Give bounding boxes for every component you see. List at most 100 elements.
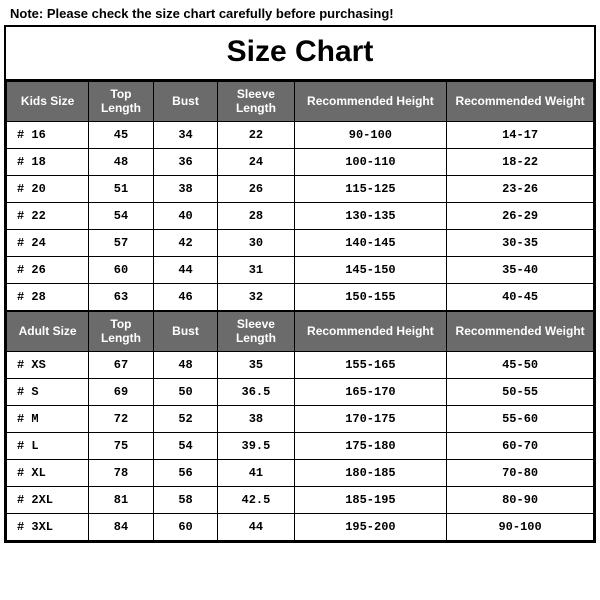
cell-weight: 45-50 <box>447 352 594 379</box>
table-row: # 3XL846044195-20090-100 <box>7 514 594 541</box>
cell-bust: 48 <box>153 352 218 379</box>
chart-title: Size Chart <box>6 27 594 81</box>
col-sleeve: Sleeve Length <box>218 312 294 352</box>
adult-header-row: Adult Size Top Length Bust Sleeve Length… <box>7 312 594 352</box>
kids-header-row: Kids Size Top Length Bust Sleeve Length … <box>7 82 594 122</box>
cell-size: # 24 <box>7 230 89 257</box>
cell-size: # 3XL <box>7 514 89 541</box>
cell-weight: 80-90 <box>447 487 594 514</box>
cell-top: 78 <box>89 460 154 487</box>
col-rec-weight: Recommended Weight <box>447 82 594 122</box>
cell-height: 145-150 <box>294 257 447 284</box>
cell-size: # XL <box>7 460 89 487</box>
table-row: # S695036.5165-17050-55 <box>7 379 594 406</box>
cell-size: # 20 <box>7 176 89 203</box>
table-row: # 20513826115-12523-26 <box>7 176 594 203</box>
table-row: # 1645342290-10014-17 <box>7 122 594 149</box>
cell-top: 54 <box>89 203 154 230</box>
cell-top: 84 <box>89 514 154 541</box>
col-top-length: Top Length <box>89 312 154 352</box>
table-row: # 18483624100-11018-22 <box>7 149 594 176</box>
cell-height: 175-180 <box>294 433 447 460</box>
cell-size: # M <box>7 406 89 433</box>
cell-size: # XS <box>7 352 89 379</box>
cell-bust: 36 <box>153 149 218 176</box>
cell-bust: 52 <box>153 406 218 433</box>
cell-weight: 90-100 <box>447 514 594 541</box>
cell-weight: 60-70 <box>447 433 594 460</box>
cell-sleeve: 26 <box>218 176 294 203</box>
cell-size: # L <box>7 433 89 460</box>
cell-sleeve: 35 <box>218 352 294 379</box>
cell-weight: 55-60 <box>447 406 594 433</box>
cell-height: 90-100 <box>294 122 447 149</box>
cell-sleeve: 38 <box>218 406 294 433</box>
cell-weight: 23-26 <box>447 176 594 203</box>
cell-height: 165-170 <box>294 379 447 406</box>
cell-size: # 26 <box>7 257 89 284</box>
cell-top: 63 <box>89 284 154 311</box>
cell-size: # 18 <box>7 149 89 176</box>
cell-size: # 16 <box>7 122 89 149</box>
table-row: # 22544028130-13526-29 <box>7 203 594 230</box>
cell-sleeve: 30 <box>218 230 294 257</box>
cell-height: 170-175 <box>294 406 447 433</box>
cell-sleeve: 44 <box>218 514 294 541</box>
cell-top: 81 <box>89 487 154 514</box>
cell-size: # 2XL <box>7 487 89 514</box>
col-top-length: Top Length <box>89 82 154 122</box>
cell-bust: 46 <box>153 284 218 311</box>
cell-weight: 14-17 <box>447 122 594 149</box>
cell-bust: 42 <box>153 230 218 257</box>
cell-height: 150-155 <box>294 284 447 311</box>
note-text: Note: Please check the size chart carefu… <box>0 0 600 25</box>
table-row: # XS674835155-16545-50 <box>7 352 594 379</box>
cell-top: 67 <box>89 352 154 379</box>
cell-top: 72 <box>89 406 154 433</box>
cell-top: 57 <box>89 230 154 257</box>
table-row: # L755439.5175-18060-70 <box>7 433 594 460</box>
cell-top: 75 <box>89 433 154 460</box>
col-rec-weight: Recommended Weight <box>447 312 594 352</box>
cell-weight: 18-22 <box>447 149 594 176</box>
cell-size: # 28 <box>7 284 89 311</box>
cell-height: 185-195 <box>294 487 447 514</box>
cell-sleeve: 42.5 <box>218 487 294 514</box>
cell-weight: 30-35 <box>447 230 594 257</box>
cell-top: 45 <box>89 122 154 149</box>
cell-bust: 56 <box>153 460 218 487</box>
cell-height: 180-185 <box>294 460 447 487</box>
cell-weight: 40-45 <box>447 284 594 311</box>
cell-bust: 44 <box>153 257 218 284</box>
col-rec-height: Recommended Height <box>294 312 447 352</box>
cell-top: 51 <box>89 176 154 203</box>
cell-sleeve: 36.5 <box>218 379 294 406</box>
cell-sleeve: 28 <box>218 203 294 230</box>
cell-sleeve: 41 <box>218 460 294 487</box>
cell-bust: 50 <box>153 379 218 406</box>
col-bust: Bust <box>153 312 218 352</box>
cell-sleeve: 24 <box>218 149 294 176</box>
adult-table: Adult Size Top Length Bust Sleeve Length… <box>6 311 594 541</box>
kids-table: Kids Size Top Length Bust Sleeve Length … <box>6 81 594 311</box>
col-bust: Bust <box>153 82 218 122</box>
col-adult-size: Adult Size <box>7 312 89 352</box>
table-row: # 28634632150-15540-45 <box>7 284 594 311</box>
cell-sleeve: 22 <box>218 122 294 149</box>
cell-height: 130-135 <box>294 203 447 230</box>
cell-bust: 34 <box>153 122 218 149</box>
cell-height: 100-110 <box>294 149 447 176</box>
cell-top: 60 <box>89 257 154 284</box>
cell-height: 115-125 <box>294 176 447 203</box>
cell-weight: 50-55 <box>447 379 594 406</box>
table-row: # 2XL815842.5185-19580-90 <box>7 487 594 514</box>
cell-weight: 26-29 <box>447 203 594 230</box>
cell-height: 140-145 <box>294 230 447 257</box>
size-chart-container: Size Chart Kids Size Top Length Bust Sle… <box>4 25 596 543</box>
cell-top: 48 <box>89 149 154 176</box>
table-row: # 26604431145-15035-40 <box>7 257 594 284</box>
cell-bust: 40 <box>153 203 218 230</box>
col-sleeve: Sleeve Length <box>218 82 294 122</box>
cell-sleeve: 31 <box>218 257 294 284</box>
cell-bust: 60 <box>153 514 218 541</box>
